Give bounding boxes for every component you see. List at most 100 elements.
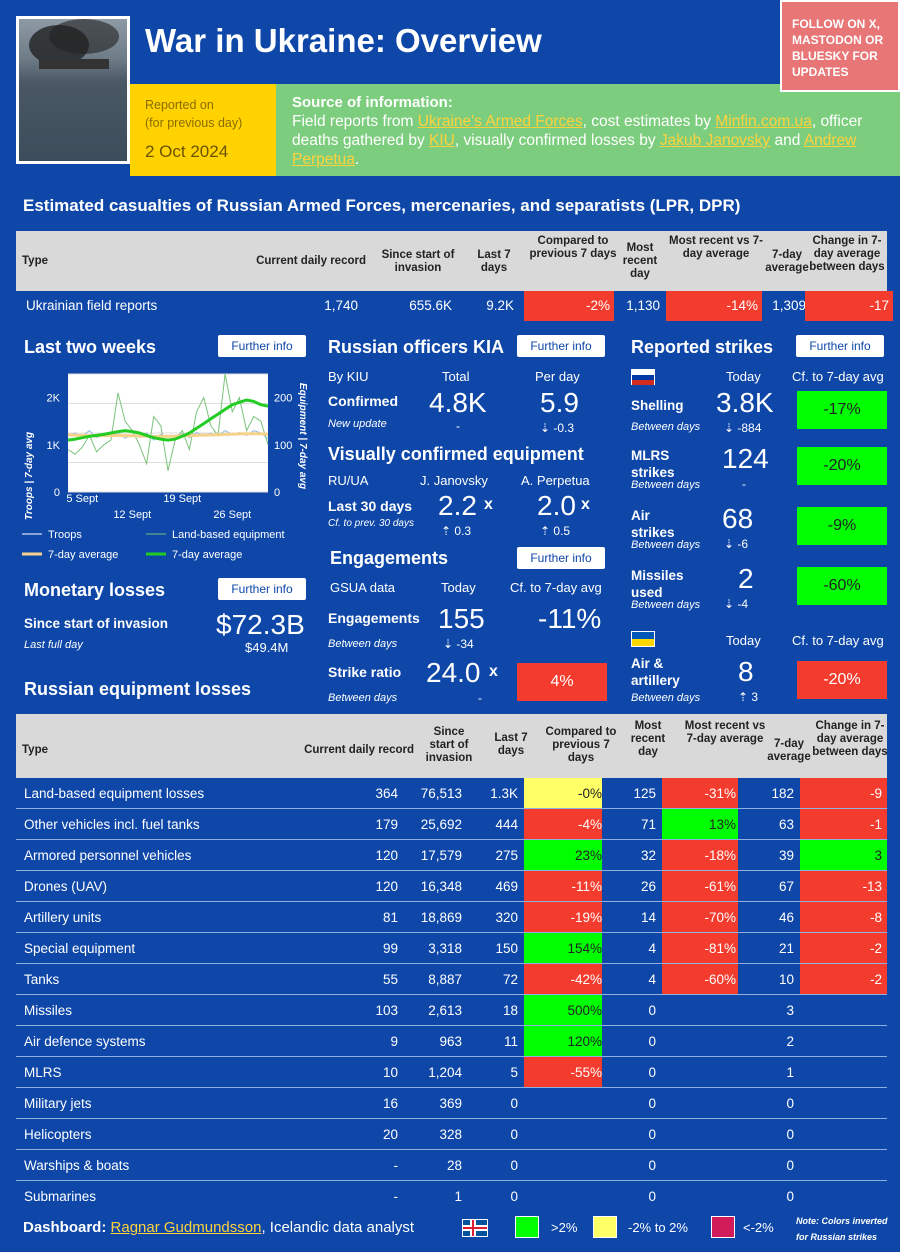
link-armed-forces[interactable]: Ukraine's Armed Forces	[417, 113, 583, 130]
visual-jj-label: J. Janovsky	[420, 473, 488, 488]
casualties-col-header: Current daily record	[256, 255, 366, 267]
visual-ruua: RU/UA	[328, 473, 369, 488]
strike-pct: -60%	[797, 567, 887, 605]
table-cell: 1	[454, 1189, 462, 1204]
visual-ap-x: x	[581, 496, 590, 513]
equip-col-header: Compared to previous 7 days	[545, 726, 617, 764]
officers-info-button[interactable]: Further info	[517, 335, 605, 357]
strike-ua-between: Between days	[631, 692, 701, 704]
y-tick-right: 0	[274, 487, 280, 499]
x-tick-label: 5 Sept	[66, 493, 98, 505]
table-cell	[662, 995, 736, 1026]
reported-on-label: Reported on	[145, 98, 214, 112]
table-cell	[662, 1057, 736, 1088]
table-cell: 28	[446, 1158, 462, 1173]
casualties-col-header: 7-day average	[765, 249, 809, 274]
casualties-col-header: Most recent vs 7-day average	[669, 235, 763, 260]
table-cell: -70%	[704, 910, 736, 925]
table-cell	[524, 1088, 602, 1119]
table-cell: 1,204	[428, 1065, 462, 1080]
table-cell: -42%	[570, 972, 602, 987]
strike-between: Between days	[631, 479, 701, 491]
row-divider	[16, 1056, 887, 1057]
table-cell: 18	[502, 1003, 518, 1018]
russia-flag-icon	[631, 369, 655, 385]
strikes-cf-label: Cf. to 7-day avg	[792, 369, 884, 384]
footer-credit: Dashboard: Ragnar Gudmundsson, Icelandic…	[23, 1219, 415, 1236]
link-perpetua[interactable]: Andrew Perpetua	[292, 132, 857, 168]
table-cell: 0	[648, 1127, 656, 1142]
page-title: War in Ukraine: Overview	[145, 22, 542, 59]
visual-last30: Last 30 days	[328, 498, 413, 514]
table-cell: 14	[640, 910, 656, 925]
table-row: MLRS 10 1,204 5 -55% 0 1	[0, 1057, 900, 1088]
table-cell: 99	[382, 941, 398, 956]
table-cell: 364	[375, 786, 398, 801]
monetary-label: Since start of invasion	[24, 616, 169, 631]
table-cell: -18%	[704, 848, 736, 863]
link-kiu[interactable]: KIU	[429, 132, 455, 149]
table-cell: 63	[778, 817, 794, 832]
monetary-info-button[interactable]: Further info	[218, 578, 306, 600]
table-cell: 10	[778, 972, 794, 987]
table-cell: -13	[862, 879, 882, 894]
y-tick-right: 200	[274, 393, 292, 405]
table-cell: 0	[786, 1096, 794, 1111]
table-cell: -2	[869, 972, 882, 987]
table-cell-bg	[800, 809, 887, 840]
table-row: Submarines - 1 0 0 0	[0, 1181, 900, 1212]
strike-label-line1: Air	[631, 508, 650, 523]
strike-ua-label: Air & artillery	[631, 656, 680, 688]
table-cell: Warships & boats	[24, 1158, 130, 1173]
equip-col-header: 7-day average	[767, 738, 811, 763]
strike-pct: -9%	[797, 507, 887, 545]
table-cell: -60%	[704, 972, 736, 987]
header: War in Ukraine: Overview Reported on (fo…	[0, 0, 900, 176]
equip-col-header: Since start of invasion	[425, 726, 473, 764]
strike-label-line1: Missiles	[631, 568, 684, 583]
table-cell: 0	[510, 1189, 518, 1204]
equip-col-header: Most recent vs 7-day average	[684, 720, 766, 745]
row-divider	[16, 901, 887, 902]
table-cell: 0	[648, 1065, 656, 1080]
table-cell-bg	[800, 902, 887, 933]
monetary-sub: Last full day	[24, 639, 83, 651]
table-cell: 1.3K	[490, 786, 518, 801]
casualties-cell: 1,740	[324, 298, 358, 313]
table-cell: 444	[495, 817, 518, 832]
table-cell: 13%	[708, 817, 736, 832]
legend-green-label: >2%	[551, 1220, 578, 1235]
follow-banner[interactable]: FOLLOW ON X, MASTODON OR BLUESKY FOR UPD…	[780, 0, 900, 92]
table-cell	[662, 1088, 736, 1119]
author-link[interactable]: Ragnar Gudmundsson	[110, 1219, 262, 1236]
link-janovsky[interactable]: Jakub Janovsky	[659, 132, 771, 149]
table-cell: 500%	[567, 1003, 602, 1018]
strike-sub: ⇣ -6	[724, 537, 749, 551]
table-cell: 71	[640, 817, 656, 832]
casualties-header: Type Current daily record Since start of i…	[16, 231, 887, 291]
strike-label-line2: strikes	[631, 465, 675, 480]
table-cell: 0	[648, 1034, 656, 1049]
strike-label: Missiles used	[631, 567, 684, 601]
table-cell: 125	[633, 786, 656, 801]
strike-ratio-between: Between days	[328, 692, 398, 704]
table-cell-bg	[662, 809, 738, 840]
table-cell: -4%	[577, 817, 602, 832]
table-cell: Drones (UAV)	[24, 879, 108, 894]
report-date-box: Reported on (for previous day) 2 Oct 202…	[130, 84, 276, 176]
link-minfin[interactable]: Minfin.com.ua	[715, 113, 812, 130]
officers-title: Russian officers KIA	[328, 337, 505, 357]
engagements-info-button[interactable]: Further info	[517, 547, 605, 569]
table-cell: 469	[495, 879, 518, 894]
table-cell: 20	[382, 1127, 398, 1142]
table-cell: Tanks	[24, 972, 60, 987]
two-weeks-info-button[interactable]: Further info	[218, 335, 306, 357]
table-cell: Helicopters	[24, 1127, 92, 1142]
strikes-info-button[interactable]: Further info	[796, 335, 884, 357]
strike-pct: -20%	[797, 447, 887, 485]
table-cell: 0	[510, 1127, 518, 1142]
table-cell	[524, 1150, 602, 1181]
strike-sub: -	[742, 477, 746, 491]
table-cell: 0	[786, 1127, 794, 1142]
table-cell: Armored personnel vehicles	[24, 848, 192, 863]
